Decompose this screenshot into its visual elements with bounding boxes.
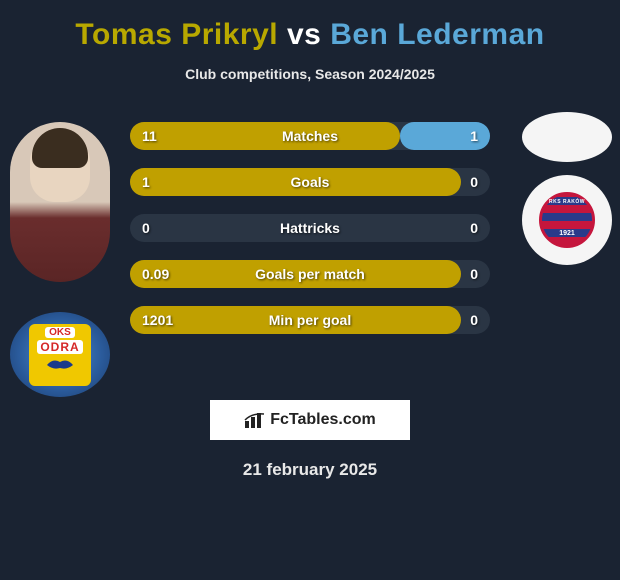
stat-label: Goals per match	[255, 266, 365, 282]
club-shield-icon: OKS ODRA	[29, 324, 91, 386]
stat-label: Hattricks	[280, 220, 340, 236]
player2-name: Ben Lederman	[330, 18, 544, 51]
player2-value: 1	[470, 128, 478, 144]
date-text: 21 february 2025	[243, 460, 377, 480]
watermark-text: FcTables.com	[270, 411, 376, 429]
page-title: Tomas Prikryl vs Ben Lederman	[0, 18, 620, 52]
club-year: 1921	[559, 230, 575, 237]
player2-value: 0	[470, 312, 478, 328]
player1-club-badge: OKS ODRA	[10, 312, 110, 397]
bar-group: 111Matches10Goals00Hattricks0.090Goals p…	[130, 122, 490, 352]
chart-icon	[244, 411, 266, 429]
stat-row: 111Matches	[130, 122, 490, 150]
player2-value: 0	[470, 174, 478, 190]
player2-value: 0	[470, 266, 478, 282]
stat-label: Goals	[291, 174, 330, 190]
player1-value: 0.09	[142, 266, 169, 282]
club-arc-text: RKS RAKÓW	[549, 199, 585, 205]
title-vs: vs	[287, 18, 321, 51]
subtitle: Club competitions, Season 2024/2025	[0, 66, 620, 82]
bar-fill-player1	[130, 122, 400, 150]
club-abbr: OKS	[45, 327, 75, 338]
comparison-chart: OKS ODRA RKS RAKÓW 1921 111Matches10Goal…	[0, 100, 620, 400]
player1-avatar	[10, 122, 110, 282]
player1-value: 1201	[142, 312, 173, 328]
player1-value: 11	[142, 128, 157, 144]
player1-name: Tomas Prikryl	[75, 18, 278, 51]
stat-row: 0.09 0 Goals per match	[130, 260, 490, 288]
stat-label: Matches	[282, 128, 338, 144]
eagle-icon	[45, 356, 75, 374]
watermark-badge: FcTables.com	[210, 400, 410, 440]
stat-row: 1201 0 Min per goal	[130, 306, 490, 334]
player2-club-badge: RKS RAKÓW 1921	[522, 175, 612, 265]
stat-label: Min per goal	[269, 312, 351, 328]
player2-value: 0	[470, 220, 478, 236]
club-name: ODRA	[37, 340, 82, 354]
infographic-container: Tomas Prikryl vs Ben Lederman Club compe…	[0, 0, 620, 580]
player2-avatar	[522, 112, 612, 162]
club-badge-icon: RKS RAKÓW 1921	[539, 192, 595, 248]
player1-value: 1	[142, 174, 150, 190]
stat-row: 0 0 Hattricks	[130, 214, 490, 242]
stat-row: 1 0 Goals	[130, 168, 490, 196]
player1-value: 0	[142, 220, 150, 236]
